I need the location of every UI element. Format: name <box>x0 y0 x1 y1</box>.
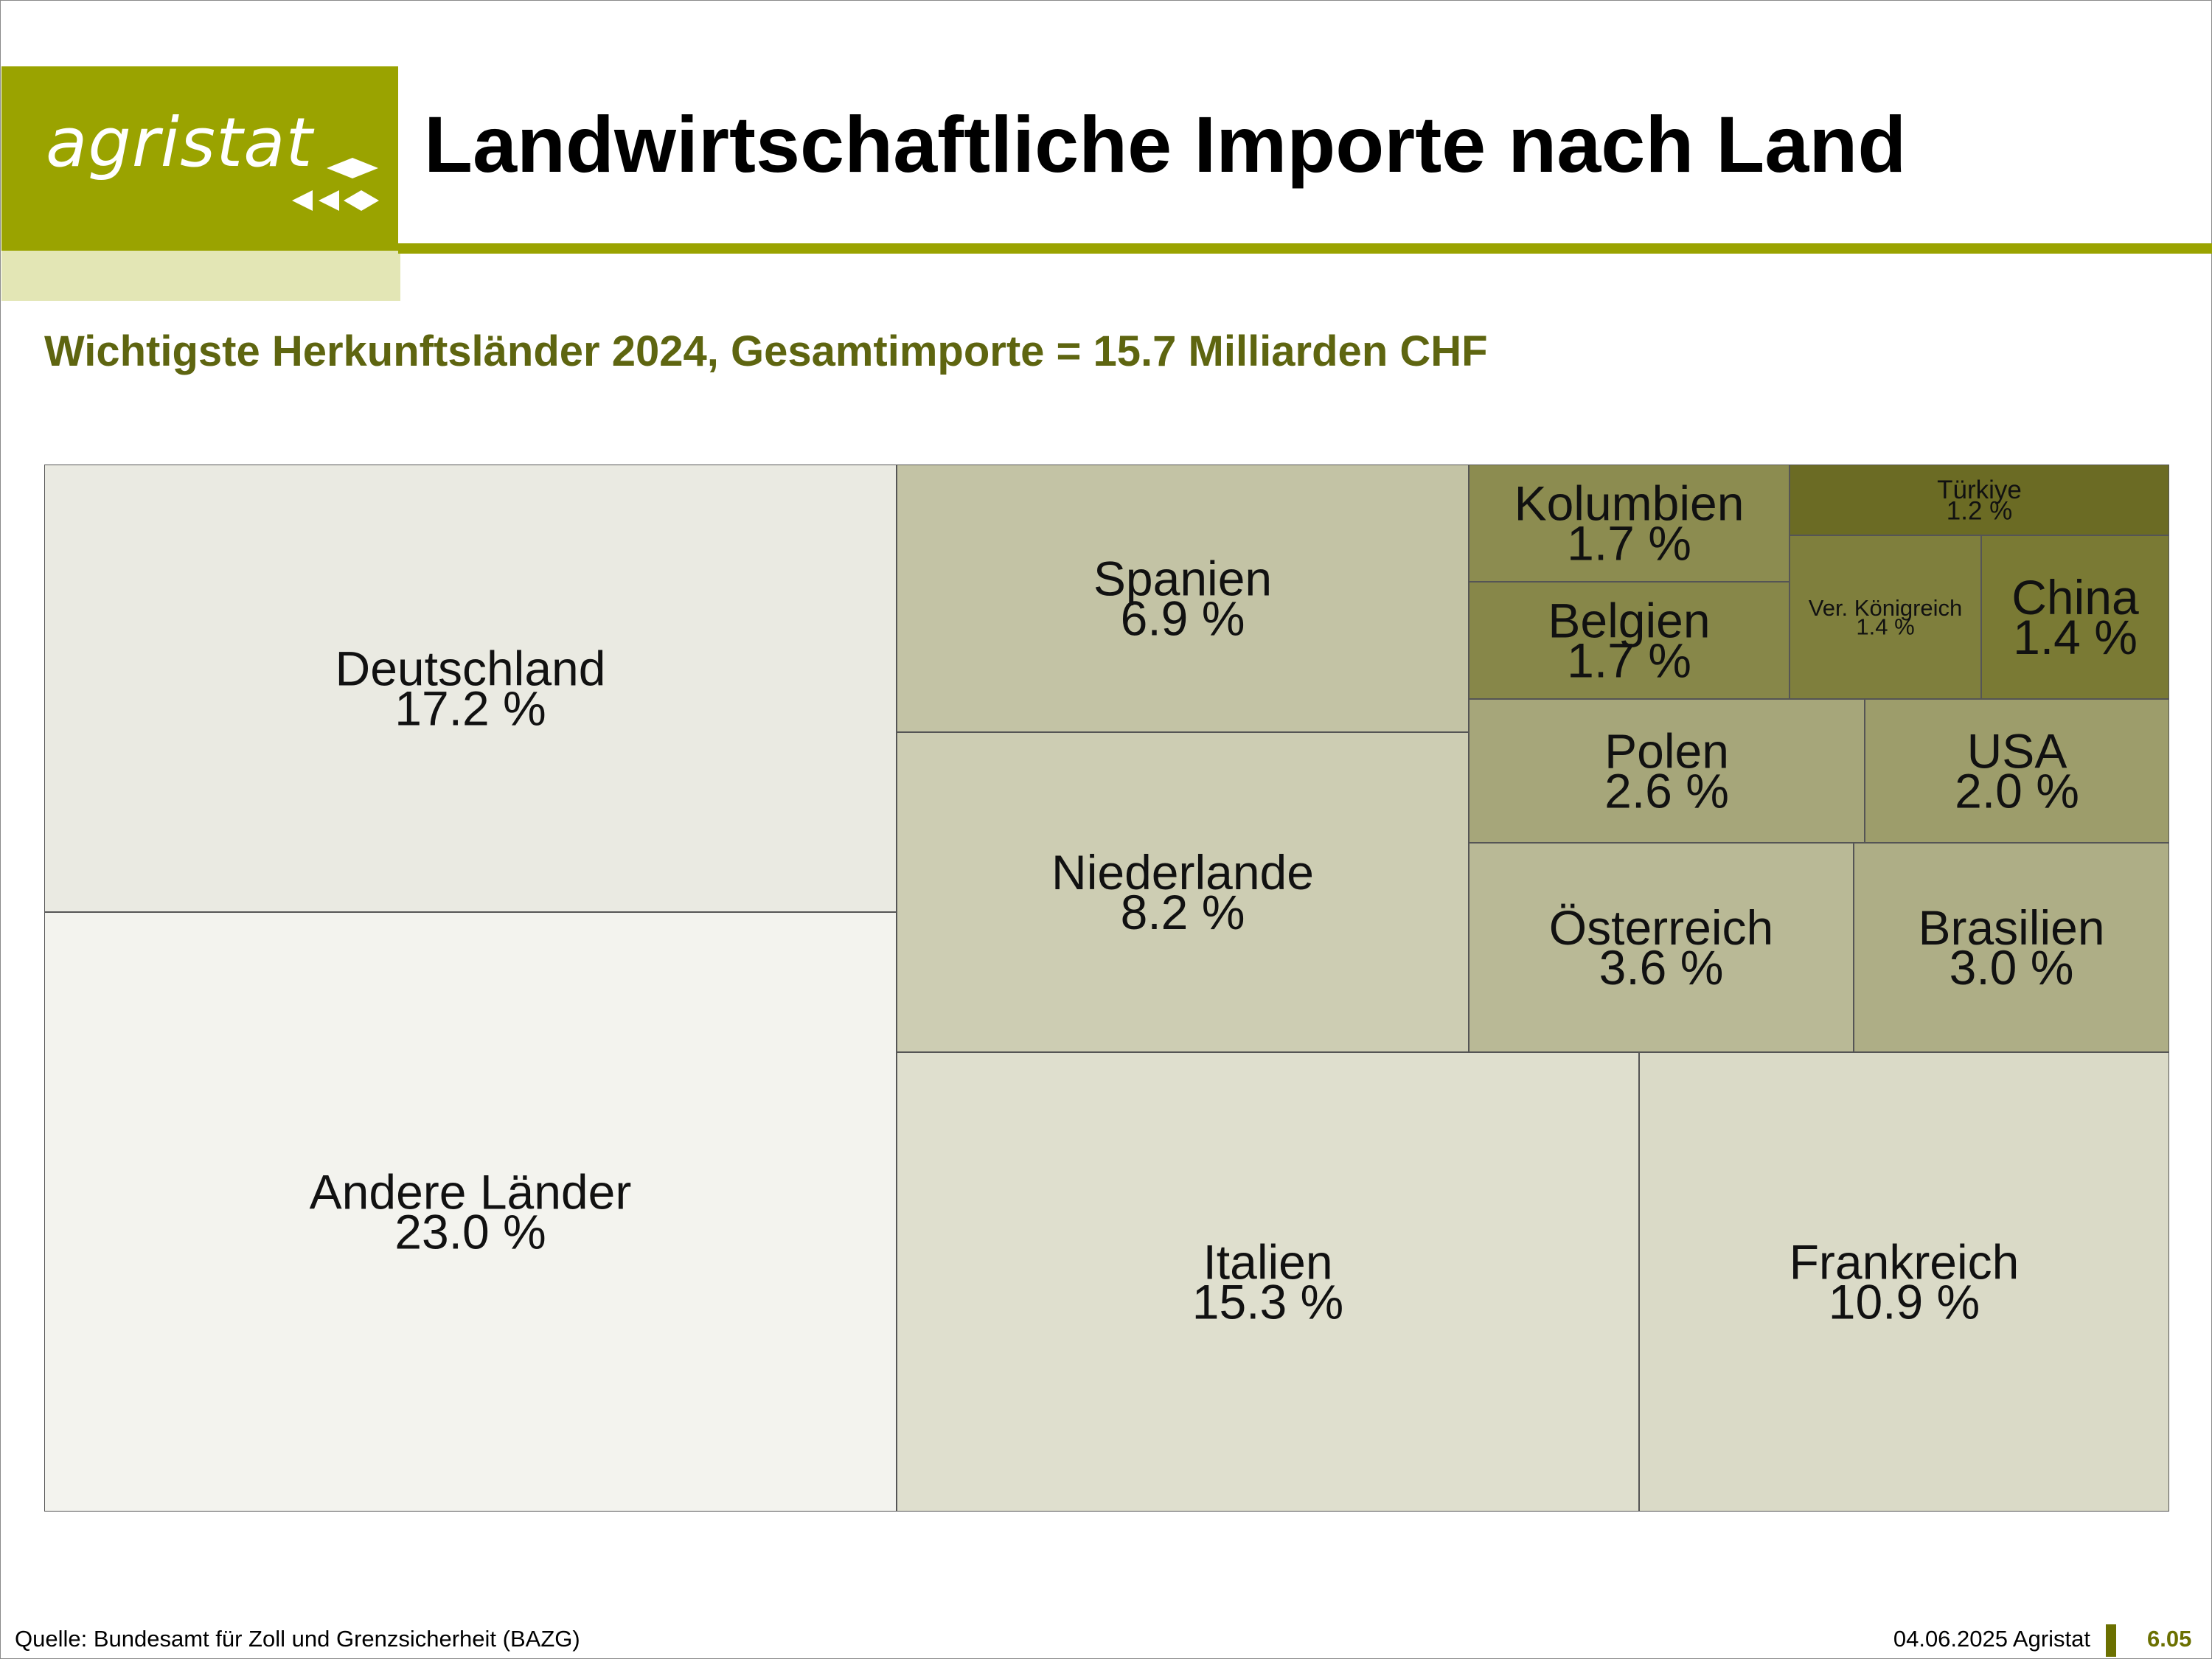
treemap-rect <box>896 731 1470 1053</box>
footer-source: Quelle: Bundesamt für Zoll und Grenzsich… <box>15 1626 580 1652</box>
tile-value: 10.9 % <box>1829 1275 1980 1329</box>
tile-value: 1.4 % <box>2013 610 2138 664</box>
tile-label: Frankreich <box>1790 1235 2020 1290</box>
tile-label: Andere Länder <box>310 1165 632 1220</box>
treemap-rect <box>44 465 897 913</box>
tile-label: Türkiye <box>1937 476 2022 504</box>
tile-label: Italien <box>1203 1235 1332 1290</box>
tile-value: 1.7 % <box>1567 516 1691 571</box>
treemap-rect <box>896 465 1470 733</box>
tile-label: Österreich <box>1549 900 1773 955</box>
tile-value: 15.3 % <box>1192 1275 1343 1329</box>
treemap-rect <box>1864 698 2169 844</box>
page-number: 6.05 <box>2147 1626 2192 1652</box>
tile-value: 17.2 % <box>394 681 546 736</box>
treemap-rect <box>1853 842 2169 1053</box>
tile-value: 8.2 % <box>1121 885 1245 939</box>
tile-label: Spanien <box>1093 552 1272 606</box>
tile-label: China <box>2011 570 2139 625</box>
treemap-rect <box>1789 465 2169 536</box>
tile-label: Polen <box>1604 724 1729 779</box>
agristat-logo <box>1 66 398 251</box>
treemap-rect <box>1789 535 1982 700</box>
tile-value: 3.0 % <box>1950 940 2074 995</box>
footer-divider <box>2106 1624 2116 1657</box>
tile-label: Deutschland <box>335 641 606 696</box>
treemap-rect <box>1468 842 1854 1053</box>
header-rule <box>398 243 2212 254</box>
tile-label: Ver. Königreich <box>1809 595 1963 621</box>
treemap-rect <box>44 911 897 1512</box>
treemap-rect <box>1980 535 2169 700</box>
tile-value: 3.6 % <box>1599 940 1724 995</box>
tile-label: Brasilien <box>1918 900 2104 955</box>
tile-value: 23.0 % <box>394 1205 546 1259</box>
treemap-rect <box>1638 1051 2169 1512</box>
page-title: Landwirtschaftliche Importe nach Land <box>424 100 1907 189</box>
tile-label: USA <box>1967 724 2067 779</box>
tile-label: Niederlande <box>1051 845 1314 900</box>
logo-text: agristat <box>46 103 313 182</box>
footer-date: 04.06.2025 Agristat <box>1893 1626 2090 1652</box>
treemap-rect <box>1468 465 1790 582</box>
tile-value: 2.6 % <box>1604 764 1729 818</box>
tile-value: 1.7 % <box>1567 633 1691 688</box>
tile-value: 1.4 % <box>1856 614 1914 640</box>
logo-accent-strip <box>1 251 400 301</box>
treemap-rect <box>1468 698 1865 844</box>
treemap-rect <box>1468 581 1790 700</box>
tile-value: 1.2 % <box>1947 497 2013 526</box>
tile-value: 2.0 % <box>1955 764 2079 818</box>
logo-diamond-icon <box>292 158 379 211</box>
treemap-rect <box>896 1051 1640 1512</box>
tile-label: Kolumbien <box>1514 476 1745 531</box>
tile-value: 6.9 % <box>1121 591 1245 646</box>
chart-subtitle: Wichtigste Herkunftsländer 2024, Gesamti… <box>44 327 1488 375</box>
tile-label: Belgien <box>1548 594 1710 648</box>
